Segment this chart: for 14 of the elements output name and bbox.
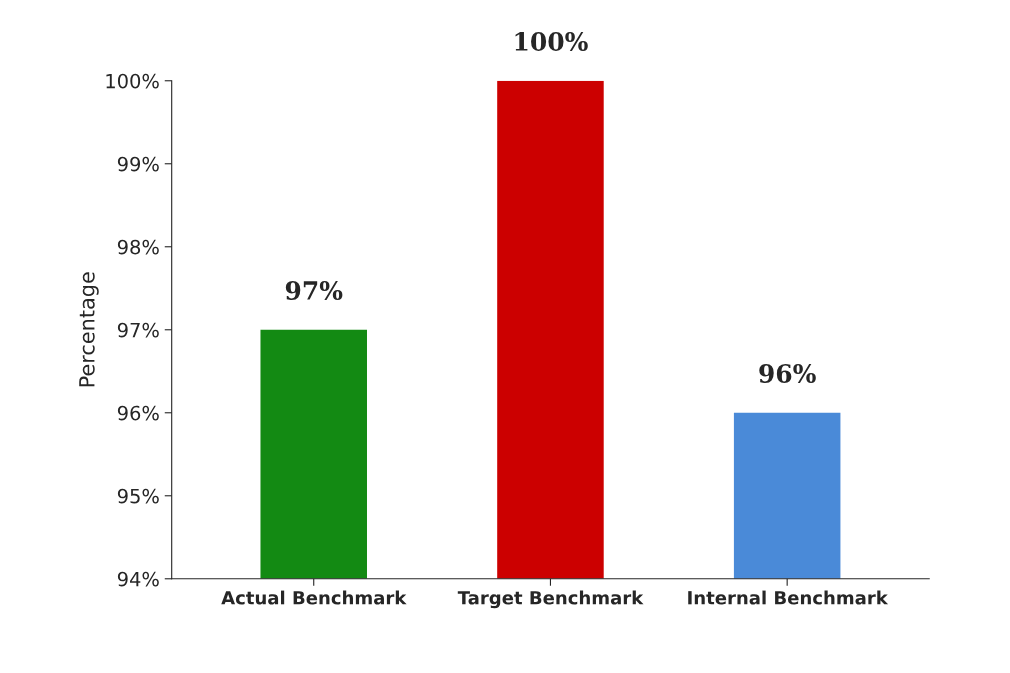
y-tick-label: 98%	[117, 239, 159, 255]
y-tick-label: 96%	[117, 405, 159, 421]
y-tick-label: 94%	[117, 571, 159, 587]
x-tick-label: Target Benchmark	[457, 590, 644, 609]
y-tick-label: 100%	[106, 73, 159, 89]
y-tick-label: 95%	[117, 488, 159, 504]
x-tick-label: Internal Benchmark	[688, 590, 889, 605]
data-label: 97%	[285, 281, 343, 300]
y-tick-label: 99%	[117, 156, 159, 172]
y-axis-title: Percentage	[79, 272, 99, 387]
data-label: 96%	[759, 364, 816, 383]
x-tick-label: Actual Benchmark	[221, 590, 407, 605]
data-label: 100%	[515, 32, 588, 51]
y-tick-label: 97%	[117, 322, 159, 338]
